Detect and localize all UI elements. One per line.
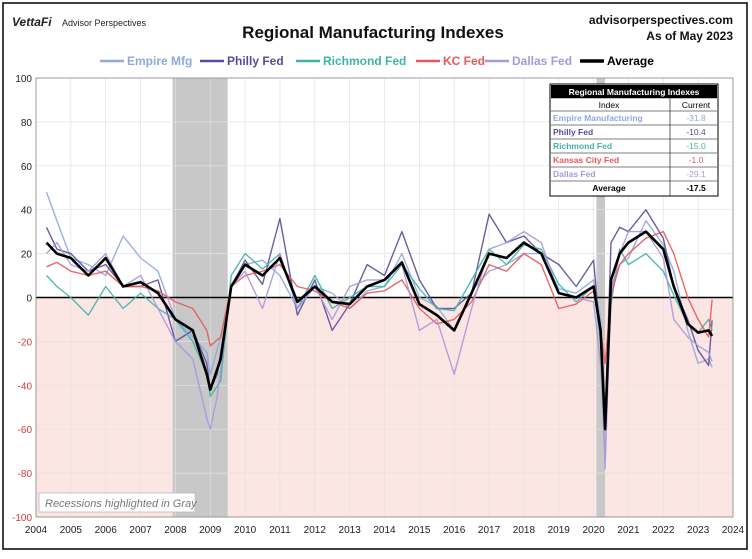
- table-row-value: -10.4: [686, 127, 706, 137]
- table-row-name: Dallas Fed: [553, 169, 596, 179]
- x-tick-label: 2016: [443, 525, 466, 536]
- brand-logo: VettaFi: [12, 15, 52, 29]
- x-tick-label: 2019: [548, 525, 571, 536]
- site-url: advisorperspectives.com: [589, 13, 733, 27]
- table-row-name: Philly Fed: [553, 127, 593, 137]
- y-tick-label: -20: [18, 337, 33, 348]
- x-tick-label: 2017: [478, 525, 501, 536]
- table-row-value: -31.8: [686, 113, 706, 123]
- table-average-name: Average: [592, 183, 626, 193]
- legend-label-2: Richmond Fed: [323, 54, 406, 68]
- x-tick-label: 2022: [652, 525, 675, 536]
- x-tick-label: 2008: [164, 525, 187, 536]
- x-tick-label: 2009: [199, 525, 222, 536]
- table-row-name: Richmond Fed: [553, 141, 612, 151]
- series-line-philly-fed: [45, 208, 713, 426]
- x-tick-label: 2018: [513, 525, 536, 536]
- table-title: Regional Manufacturing Indexes: [569, 87, 700, 97]
- table-row-value: -1.0: [689, 155, 704, 165]
- x-tick-label: 2004: [25, 525, 48, 536]
- table-header-index: Index: [599, 100, 621, 110]
- legend-label-1: Philly Fed: [227, 54, 284, 68]
- y-tick-label: 80: [21, 118, 33, 129]
- data-table: Regional Manufacturing Indexes Index Curr…: [549, 83, 719, 197]
- legend-label-4: Dallas Fed: [512, 54, 572, 68]
- x-tick-label: 2011: [269, 525, 291, 536]
- plot-border: [35, 77, 734, 518]
- table-row-value: -29.1: [686, 169, 706, 179]
- y-tick-label: 40: [21, 206, 33, 217]
- series-line-kc-fed: [46, 230, 713, 365]
- table-rows: Index Current Empire Manufacturing -31.8 Phi…: [551, 97, 717, 196]
- x-tick-label: 2012: [304, 525, 327, 536]
- recession-annotation: Recessions highlighted in Gray: [38, 492, 198, 513]
- recession-note: Recessions highlighted in Gray: [45, 498, 198, 510]
- y-tick-label: 20: [21, 250, 33, 261]
- y-tick-label: -60: [18, 425, 33, 436]
- x-tick-label: 2013: [339, 525, 362, 536]
- x-tick-label: 2021: [617, 525, 640, 536]
- y-tick-label: -40: [18, 381, 33, 392]
- x-axis-ticks: 2004 2005 2006 2007 2008 2009 2010 2011 2012 2013…: [25, 525, 745, 536]
- legend-label-3: KC Fed: [443, 54, 485, 68]
- series-lines: [45, 191, 714, 470]
- table-row-name: Kansas City Fed: [553, 155, 619, 165]
- y-tick-label: 0: [26, 294, 32, 305]
- x-tick-label: 2007: [129, 525, 152, 536]
- x-tick-label: 2024: [722, 525, 745, 536]
- y-tick-label: 60: [21, 162, 33, 173]
- y-tick-label: 100: [15, 74, 32, 85]
- x-tick-label: 2005: [60, 525, 83, 536]
- series-line-average: [45, 230, 714, 431]
- y-tick-label: -100: [12, 513, 32, 524]
- x-tick-label: 2010: [234, 525, 257, 536]
- y-tick-label: -80: [18, 469, 33, 480]
- brand-subtitle: Advisor Perspectives: [62, 18, 147, 28]
- x-tick-label: 2014: [373, 525, 396, 536]
- table-row-value: -15.0: [686, 141, 706, 151]
- as-of-date: As of May 2023: [646, 29, 733, 43]
- table-header-current: Current: [682, 100, 711, 110]
- legend-label-5: Average: [607, 54, 654, 68]
- y-axis-ticks: 100 80 60 40 20 0 -20 -40 -60 -80 -100: [12, 74, 32, 524]
- legend-label-0: Empire Mfg: [127, 54, 192, 68]
- x-tick-label: 2015: [408, 525, 431, 536]
- table-row-name: Empire Manufacturing: [553, 113, 643, 123]
- x-tick-label: 2020: [582, 525, 605, 536]
- chart-title: Regional Manufacturing Indexes: [242, 23, 504, 42]
- table-average-value: -17.5: [686, 183, 706, 193]
- x-tick-label: 2023: [687, 525, 710, 536]
- series-line-empire-mfg: [45, 191, 713, 470]
- legend: Empire Mfg Philly Fed Richmond Fed KC Fed Da…: [100, 54, 654, 68]
- x-tick-label: 2006: [95, 525, 118, 536]
